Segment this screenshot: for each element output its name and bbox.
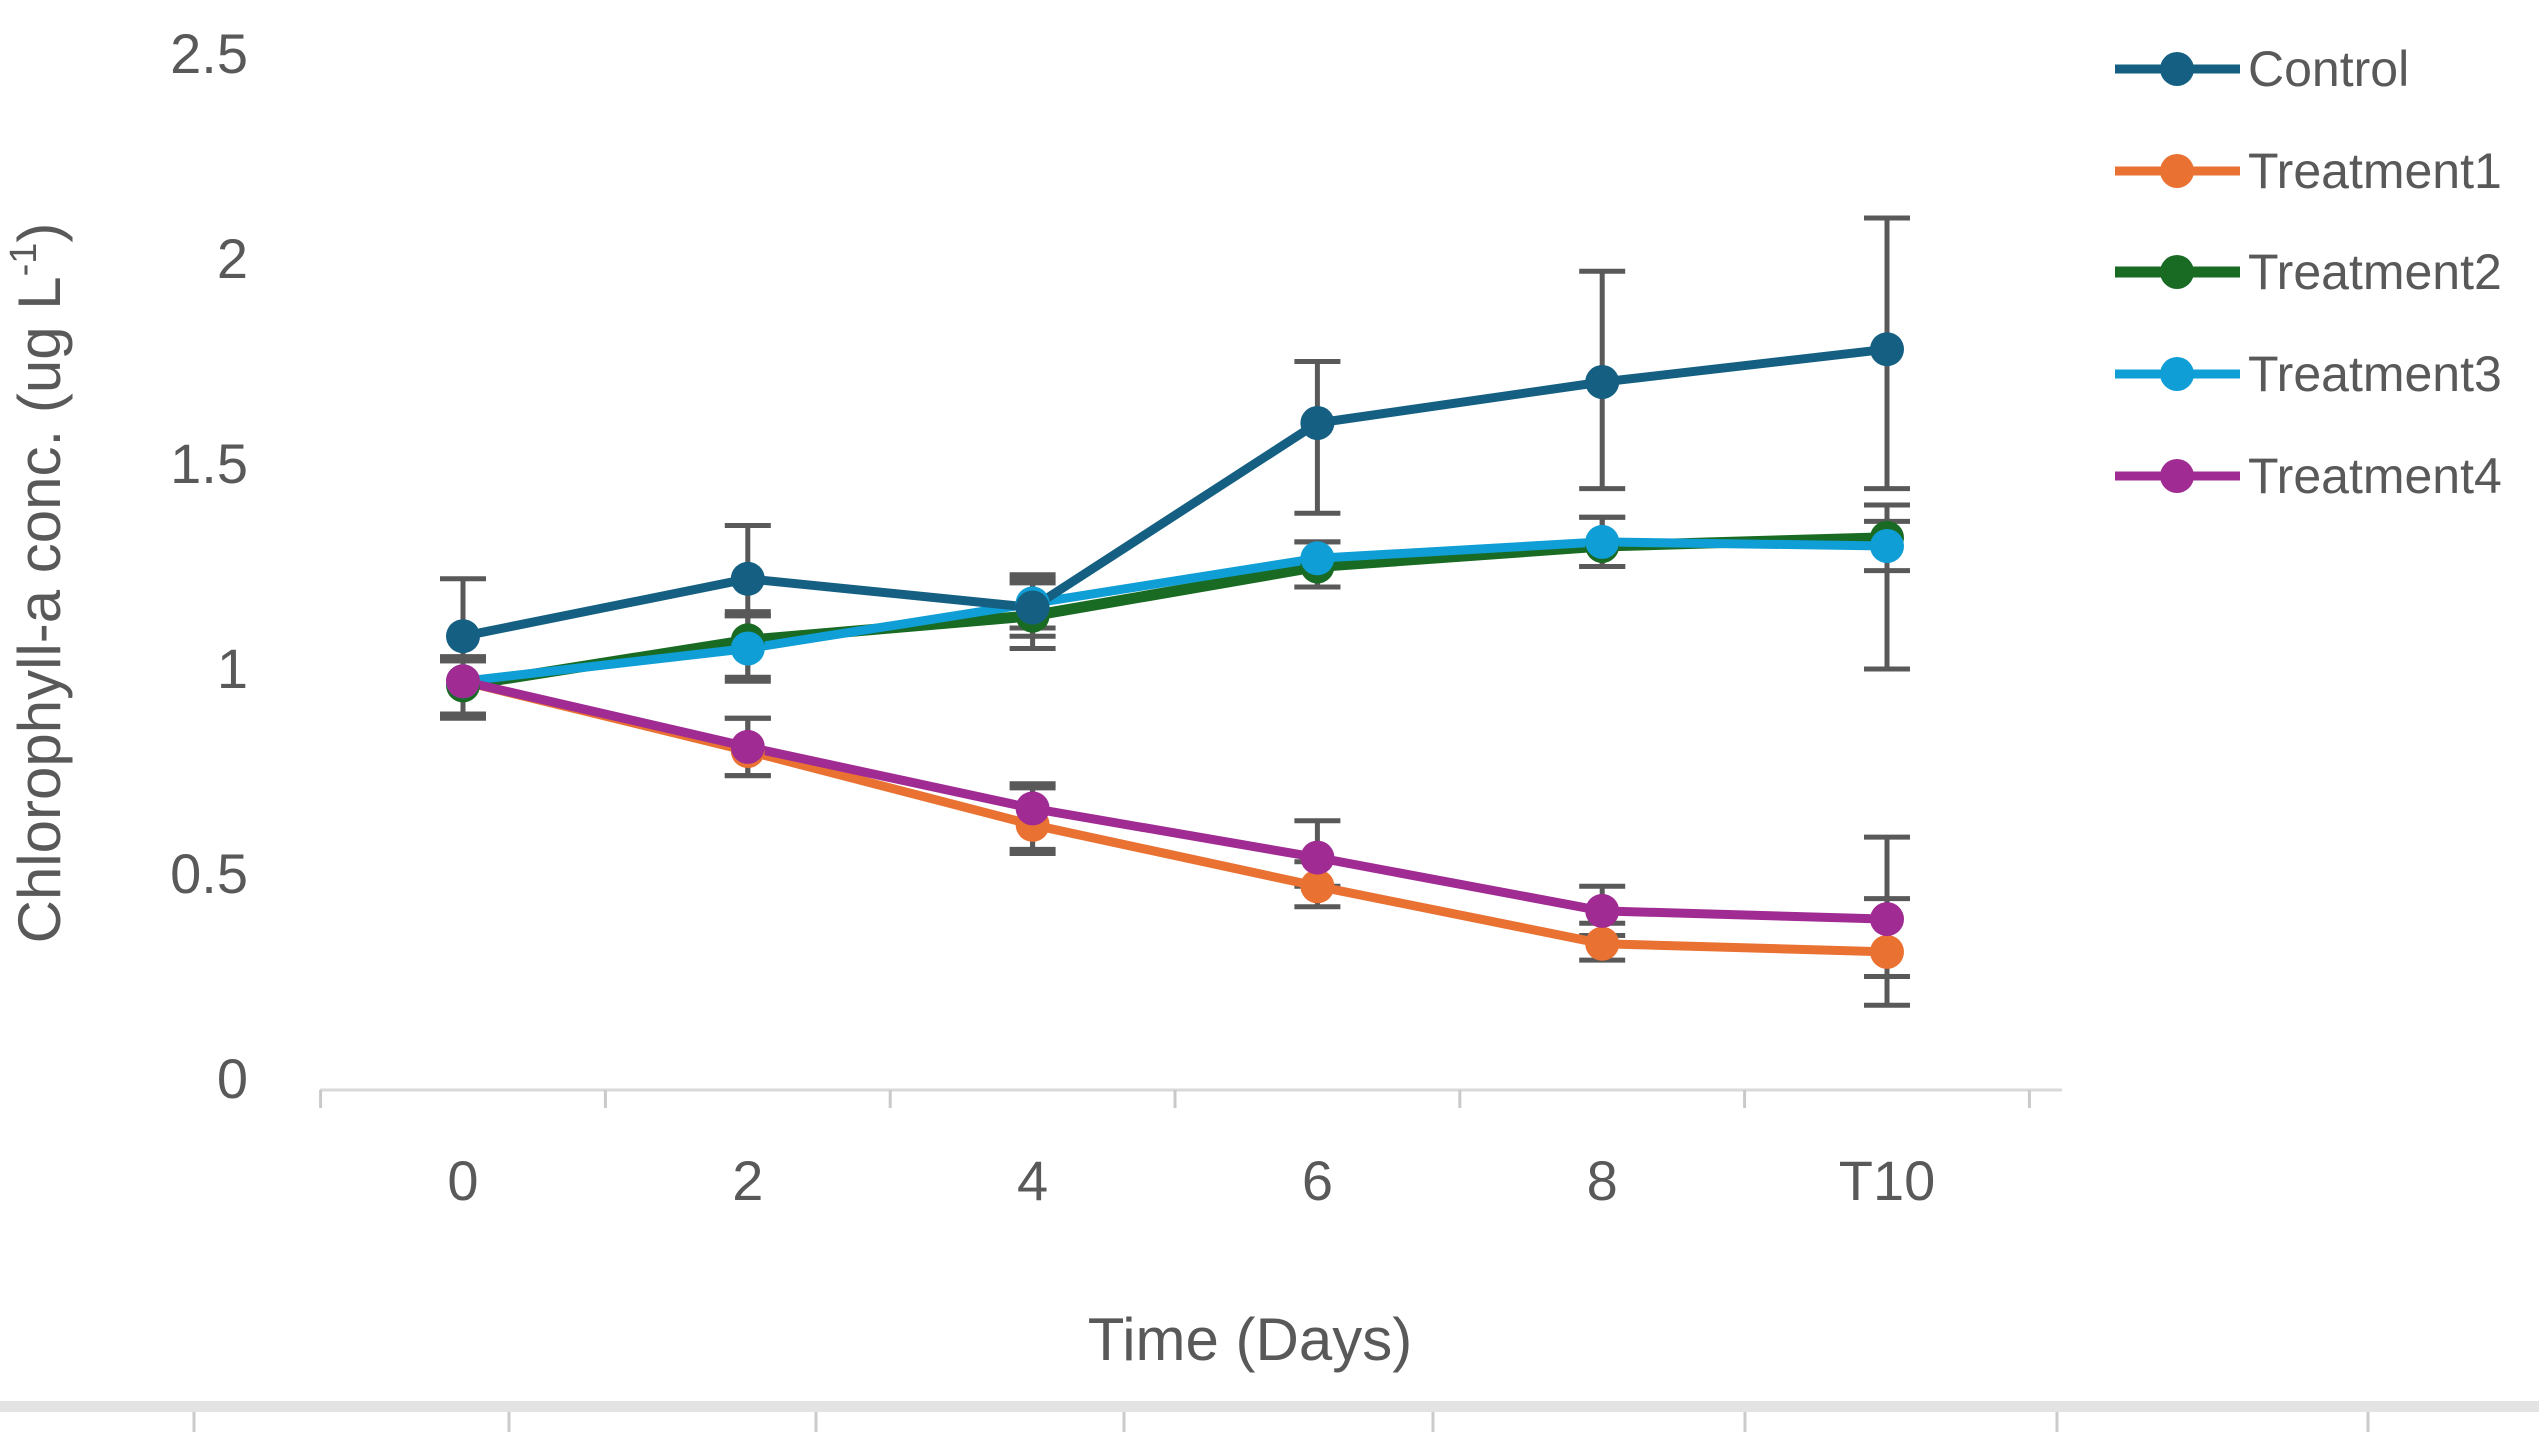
legend-item-control: Control xyxy=(2115,41,2409,97)
treatment4-line xyxy=(461,676,1888,924)
control-point-T10 xyxy=(1870,332,1904,367)
legend-dot-swatch xyxy=(2160,459,2194,493)
legend-label: Control xyxy=(2248,41,2409,97)
treatment4-point-2 xyxy=(730,729,765,764)
y-axis-title: Chlorophyll-a conc. (ug L-1) xyxy=(3,223,73,944)
legend-item-treatment1: Treatment1 xyxy=(2115,143,2502,199)
treatment1-point-6 xyxy=(1300,869,1335,904)
legend-dot-swatch xyxy=(2160,255,2194,289)
treatment1-points xyxy=(446,664,1904,969)
error-bars xyxy=(440,215,1910,1008)
legend-dot-swatch xyxy=(2160,357,2194,391)
treatment3-line xyxy=(462,537,1888,686)
treatment1-point-T10 xyxy=(1870,934,1904,969)
control-line xyxy=(462,344,1888,641)
legend-item-treatment2: Treatment2 xyxy=(2115,244,2502,300)
legend-label: Treatment2 xyxy=(2248,244,2502,300)
treatment4-point-8 xyxy=(1585,893,1620,928)
y-tick-label: 0.5 xyxy=(170,842,248,905)
y-tick-label: 1.5 xyxy=(170,432,248,495)
y-tick-label: 2 xyxy=(217,227,248,290)
x-tick-label: T10 xyxy=(1839,1149,1936,1212)
control-point-6 xyxy=(1300,406,1335,440)
treatment3-points xyxy=(446,524,1904,699)
legend-item-treatment4: Treatment4 xyxy=(2115,448,2502,504)
control-point-4 xyxy=(1015,590,1050,625)
x-tick-label: 0 xyxy=(447,1149,478,1212)
y-axis-labels: 2.5 2 1.5 1 0.5 0 xyxy=(170,22,248,1110)
x-tick-label: 4 xyxy=(1017,1149,1048,1212)
legend-dot-swatch xyxy=(2160,154,2194,188)
legend-item-treatment3: Treatment3 xyxy=(2115,346,2502,402)
treatment3-point-T10 xyxy=(1870,529,1904,563)
x-tick-label: 2 xyxy=(732,1149,763,1212)
control-points xyxy=(446,332,1904,654)
y-tick-label: 2.5 xyxy=(170,22,248,85)
control-point-2 xyxy=(730,561,765,596)
x-axis-labels: 0 2 4 6 8 T10 xyxy=(447,1149,1935,1212)
treatment4-point-6 xyxy=(1300,840,1335,875)
treatment3-point-6 xyxy=(1300,541,1335,576)
x-axis-title: Time (Days) xyxy=(1088,1306,1412,1373)
grid-band xyxy=(0,1401,2539,1412)
x-tick-label: 8 xyxy=(1587,1149,1618,1212)
treatment4-points xyxy=(446,664,1904,937)
treatment2-line xyxy=(462,532,1888,691)
x-tick-label: 6 xyxy=(1302,1149,1333,1212)
treatment4-point-4 xyxy=(1015,791,1050,826)
legend-label: Treatment3 xyxy=(2248,346,2502,402)
treatment4-point-0 xyxy=(446,664,480,699)
treatment3-point-2 xyxy=(730,631,765,666)
legend: Control Treatment1 Treatment2 Treatment3 Tre… xyxy=(2115,41,2502,504)
control-point-8 xyxy=(1585,365,1620,399)
treatment4-point-T10 xyxy=(1870,902,1904,937)
legend-label: Treatment1 xyxy=(2248,143,2502,199)
y-tick-label: 1 xyxy=(217,637,248,700)
y-tick-label: 0 xyxy=(217,1047,248,1110)
x-axis-ticks xyxy=(319,1090,2031,1108)
legend-label: Treatment4 xyxy=(2248,448,2502,504)
legend-dot-swatch xyxy=(2160,52,2194,86)
bottom-grid-strip xyxy=(0,1401,2539,1432)
treatment1-point-8 xyxy=(1585,926,1620,961)
treatment3-point-8 xyxy=(1585,524,1620,559)
control-point-0 xyxy=(446,619,480,654)
